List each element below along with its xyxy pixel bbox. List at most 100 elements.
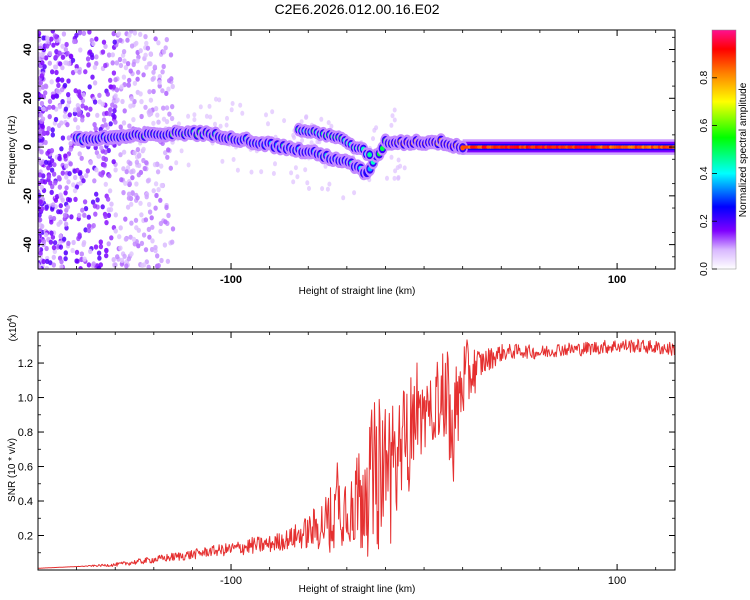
- noise-point: [38, 199, 43, 205]
- noise-point: [164, 37, 169, 43]
- noise-point: [371, 136, 375, 142]
- noise-point: [179, 148, 184, 154]
- noise-point: [137, 152, 142, 158]
- noise-point: [128, 234, 133, 240]
- noise-point: [147, 112, 152, 118]
- noise-point: [372, 127, 377, 133]
- x-tick-label: -100: [220, 274, 242, 286]
- noise-point: [119, 261, 125, 267]
- noise-point: [103, 156, 109, 162]
- noise-point: [390, 113, 395, 119]
- noise-point: [329, 123, 334, 129]
- noise-point: [115, 254, 120, 260]
- noise-point: [44, 245, 49, 252]
- noise-point: [55, 194, 60, 200]
- noise-point: [163, 219, 168, 225]
- noise-point: [118, 124, 123, 130]
- noise-point: [123, 180, 128, 186]
- noise-point: [47, 50, 53, 57]
- noise-point: [48, 214, 53, 221]
- noise-point: [121, 166, 126, 172]
- noise-point: [123, 236, 129, 242]
- noise-point: [230, 101, 235, 106]
- noise-point: [121, 74, 127, 80]
- noise-point: [134, 181, 139, 187]
- noise-point: [41, 35, 46, 41]
- noise-point: [139, 240, 145, 246]
- noise-point: [110, 102, 115, 108]
- x-tick-label: 100: [608, 274, 626, 286]
- noise-point: [75, 167, 80, 173]
- noise-point: [38, 238, 42, 244]
- noise-point: [48, 180, 53, 186]
- noise-point: [127, 123, 132, 129]
- noise-point: [91, 223, 96, 229]
- noise-point: [94, 60, 99, 67]
- noise-point: [87, 49, 93, 55]
- y-tick-label: 0: [22, 144, 34, 150]
- noise-point: [83, 227, 88, 233]
- noise-point: [52, 240, 58, 246]
- noise-point: [217, 97, 222, 103]
- noise-point: [46, 174, 52, 180]
- noise-point: [150, 224, 155, 230]
- noise-point: [144, 64, 149, 70]
- noise-point: [85, 112, 91, 118]
- colorbar-tick-label: 0.6: [699, 118, 710, 132]
- noise-point: [105, 196, 111, 202]
- noise-point: [115, 97, 120, 103]
- noise-point: [158, 228, 163, 234]
- spectrogram-xlabel: Height of straight line (km): [299, 286, 416, 297]
- noise-point: [138, 200, 143, 206]
- noise-point: [117, 56, 123, 63]
- noise-point: [38, 129, 43, 135]
- colorbar-axes: 0.0 0.2 0.4 0.6 0.8: [699, 70, 717, 276]
- noise-point: [66, 78, 71, 84]
- noise-point: [40, 206, 45, 212]
- noise-point: [69, 214, 74, 220]
- noise-point: [94, 167, 99, 173]
- noise-point: [155, 169, 161, 175]
- noise-point: [134, 159, 140, 165]
- noise-point: [73, 88, 78, 94]
- noise-point: [151, 120, 156, 126]
- noise-point: [143, 217, 149, 223]
- noise-point: [396, 157, 401, 163]
- noise-point: [148, 97, 154, 103]
- noise-point: [72, 38, 77, 45]
- noise-point: [160, 69, 165, 75]
- noise-point: [319, 116, 324, 122]
- noise-point: [119, 177, 124, 183]
- noise-point: [54, 34, 59, 40]
- noise-point: [66, 92, 71, 98]
- figure-title: C2E6.2026.012.00.16.E02: [274, 1, 439, 17]
- noise-point: [161, 105, 166, 111]
- noise-point: [117, 234, 122, 240]
- noise-point: [59, 264, 64, 269]
- noise-point: [72, 107, 78, 113]
- noise-point: [240, 110, 245, 116]
- noise-point: [323, 163, 328, 169]
- noise-point: [132, 150, 137, 156]
- noise-point: [38, 217, 43, 223]
- y-tick-label: 40: [22, 43, 34, 55]
- noise-point: [63, 60, 68, 66]
- noise-point: [39, 184, 44, 190]
- noise-point: [92, 178, 97, 184]
- noise-point: [118, 62, 124, 69]
- noise-point: [396, 175, 401, 180]
- noise-point: [161, 63, 166, 70]
- colorbar-tick-label: 0.2: [699, 214, 710, 228]
- noise-point: [122, 108, 127, 114]
- noise-point: [66, 179, 71, 185]
- noise-point: [204, 113, 209, 119]
- noise-point: [102, 162, 107, 168]
- noise-point: [138, 91, 143, 97]
- noise-point: [46, 126, 51, 132]
- noise-point: [79, 251, 85, 257]
- noise-point: [75, 125, 81, 131]
- noise-point: [166, 212, 171, 219]
- noise-point: [218, 123, 223, 129]
- noise-point: [87, 84, 92, 90]
- noise-point: [46, 165, 51, 171]
